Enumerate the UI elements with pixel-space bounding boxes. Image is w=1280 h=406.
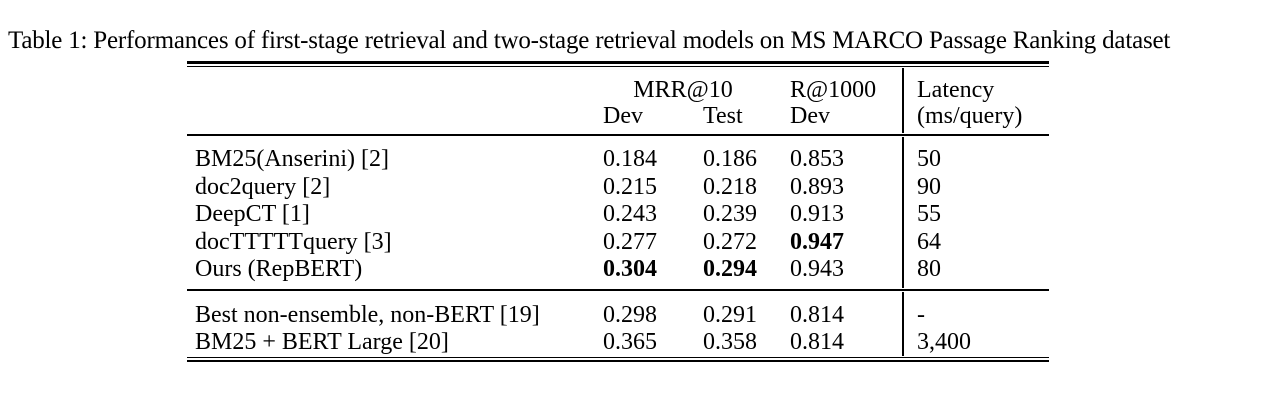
r1000-dev-value: 0.893: [790, 174, 844, 200]
bottom-rule-thin: [187, 356, 1049, 358]
mrr-dev-value: 0.215: [603, 174, 657, 200]
table-row: BM25 + BERT Large [20] 0.365 0.358 0.814…: [0, 328, 1280, 356]
model-name: BM25 + BERT Large [20]: [195, 329, 449, 355]
r1000-dev-value-best: 0.947: [790, 229, 844, 255]
header-r1000: R@1000: [790, 77, 877, 103]
table-row: doc2query [2] 0.215 0.218 0.893 90: [0, 173, 1280, 201]
header-latency: Latency: [917, 77, 995, 103]
bottom-rule-thick: [187, 359, 1049, 362]
latency-value: 3,400: [917, 329, 971, 355]
mrr-test-value: 0.272: [703, 229, 757, 255]
latency-column-divider: [902, 291, 904, 356]
model-name: Best non-ensemble, non-BERT [19]: [195, 302, 540, 328]
mrr-dev-value: 0.365: [603, 329, 657, 355]
latency-value: 55: [917, 201, 941, 227]
header-row-sub: Dev Test Dev (ms/query): [0, 102, 1280, 130]
header-row-groups: MRR@10 R@1000 Latency: [0, 76, 1280, 104]
header-rule: [187, 134, 1049, 136]
model-name: Ours (RepBERT): [195, 256, 363, 282]
header-mrr-dev: Dev: [603, 103, 643, 129]
table-row: Best non-ensemble, non-BERT [19] 0.298 0…: [0, 301, 1280, 329]
model-name: docTTTTTquery [3]: [195, 229, 392, 255]
table-row: DeepCT [1] 0.243 0.239 0.913 55: [0, 200, 1280, 228]
header-mrr10: MRR@10: [633, 77, 733, 103]
mrr-test-value: 0.186: [703, 146, 757, 172]
table-row: Ours (RepBERT) 0.304 0.294 0.943 80: [0, 255, 1280, 283]
latency-value: 64: [917, 229, 941, 255]
r1000-dev-value: 0.814: [790, 302, 844, 328]
table-row: docTTTTTquery [3] 0.277 0.272 0.947 64: [0, 228, 1280, 256]
mrr-test-value: 0.291: [703, 302, 757, 328]
header-mrr-test: Test: [703, 103, 743, 129]
latency-column-divider: [902, 136, 904, 288]
mrr-dev-value: 0.277: [603, 229, 657, 255]
top-rule-thin: [187, 65, 1049, 67]
mrr-dev-value: 0.184: [603, 146, 657, 172]
mrr-test-value-best: 0.294: [703, 256, 757, 282]
mrr-dev-value-best: 0.304: [603, 256, 657, 282]
header-latency-unit: (ms/query): [917, 103, 1023, 129]
mrr-test-value: 0.218: [703, 174, 757, 200]
r1000-dev-value: 0.853: [790, 146, 844, 172]
model-name: BM25(Anserini) [2]: [195, 146, 389, 172]
table-row: BM25(Anserini) [2] 0.184 0.186 0.853 50: [0, 145, 1280, 173]
mrr-test-value: 0.239: [703, 201, 757, 227]
latency-value: 50: [917, 146, 941, 172]
top-rule-thick: [187, 61, 1049, 64]
mrr-dev-value: 0.243: [603, 201, 657, 227]
mrr-dev-value: 0.298: [603, 302, 657, 328]
section-rule: [187, 289, 1049, 291]
latency-value: -: [917, 302, 925, 328]
latency-column-divider: [902, 68, 904, 133]
table-caption: Table 1: Performances of first-stage ret…: [8, 27, 1171, 54]
r1000-dev-value: 0.943: [790, 256, 844, 282]
mrr-test-value: 0.358: [703, 329, 757, 355]
header-r1000-dev: Dev: [790, 103, 830, 129]
model-name: DeepCT [1]: [195, 201, 310, 227]
r1000-dev-value: 0.814: [790, 329, 844, 355]
latency-value: 90: [917, 174, 941, 200]
r1000-dev-value: 0.913: [790, 201, 844, 227]
latency-value: 80: [917, 256, 941, 282]
model-name: doc2query [2]: [195, 174, 331, 200]
